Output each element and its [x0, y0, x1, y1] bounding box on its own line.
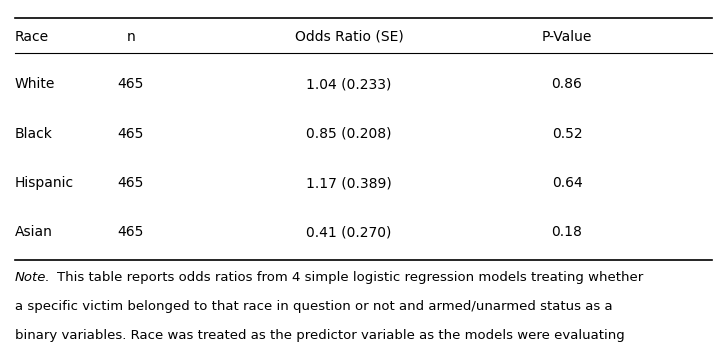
- Text: Note.: Note.: [15, 271, 50, 284]
- Text: 0.64: 0.64: [552, 176, 582, 190]
- Text: 0.41 (0.270): 0.41 (0.270): [306, 225, 392, 239]
- Text: 1.17 (0.389): 1.17 (0.389): [306, 176, 392, 190]
- Text: Race: Race: [15, 30, 49, 44]
- Text: Black: Black: [15, 127, 52, 141]
- Text: This table reports odds ratios from 4 simple logistic regression models treating: This table reports odds ratios from 4 si…: [57, 271, 643, 284]
- Text: 0.52: 0.52: [552, 127, 582, 141]
- Text: 1.04 (0.233): 1.04 (0.233): [306, 77, 392, 92]
- Text: White: White: [15, 77, 55, 92]
- Text: 465: 465: [118, 225, 144, 239]
- Text: a specific victim belonged to that race in question or not and armed/unarmed sta: a specific victim belonged to that race …: [15, 300, 612, 313]
- Text: 0.85 (0.208): 0.85 (0.208): [306, 127, 392, 141]
- Text: Hispanic: Hispanic: [15, 176, 73, 190]
- Text: 465: 465: [118, 77, 144, 92]
- Text: n: n: [126, 30, 135, 44]
- Text: binary variables. Race was treated as the predictor variable as the models were : binary variables. Race was treated as th…: [15, 329, 624, 342]
- Text: Odds Ratio (SE): Odds Ratio (SE): [294, 30, 403, 44]
- Text: Asian: Asian: [15, 225, 52, 239]
- Text: 0.86: 0.86: [552, 77, 582, 92]
- Text: 465: 465: [118, 176, 144, 190]
- Text: 465: 465: [118, 127, 144, 141]
- Text: 0.18: 0.18: [552, 225, 582, 239]
- Text: P-Value: P-Value: [542, 30, 593, 44]
